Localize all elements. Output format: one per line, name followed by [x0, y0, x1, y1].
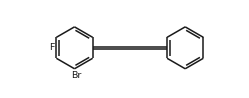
Text: Br: Br: [71, 71, 82, 80]
Text: F: F: [49, 43, 55, 52]
